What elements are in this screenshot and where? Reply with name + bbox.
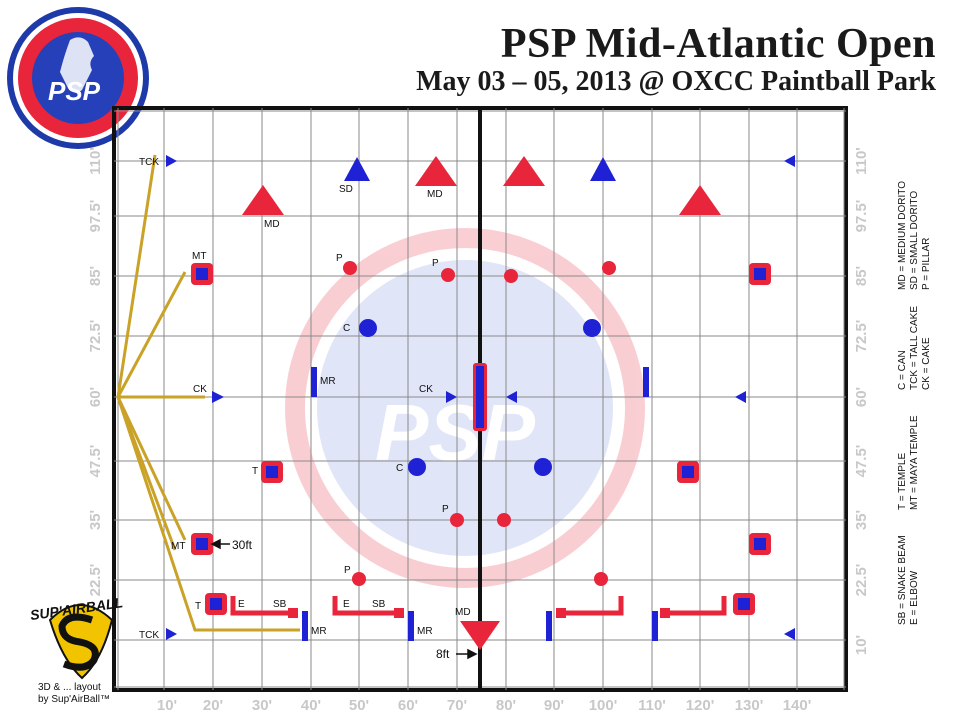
center-cake-bunker [473, 363, 487, 431]
legend-md: MD = MEDIUM DORITO [897, 181, 908, 290]
y-axis-label: 22.5' [87, 564, 104, 597]
medium-dorito-bunkers [242, 156, 721, 650]
y-axis-left-labels: 10'22.5'35'47.5'60'72.5'85'97.5'110' [87, 147, 104, 655]
label-md-left: MD [264, 219, 280, 230]
y-axis-label: 72.5' [853, 320, 870, 353]
y-axis-label: 35' [853, 510, 870, 530]
x-axis-label: 130' [735, 697, 764, 714]
x-axis-label: 80' [496, 697, 516, 714]
legend-t: T = TEMPLE [897, 453, 908, 510]
label-8ft: 8ft [436, 647, 450, 661]
can-bunkers [359, 319, 601, 476]
snake-beam-bunkers [230, 596, 727, 616]
label-ck-left: CK [193, 384, 207, 395]
page-subtitle: May 03 – 05, 2013 @ OXCC Paintball Park [416, 66, 936, 97]
label-mt-top: MT [192, 251, 206, 262]
legend-c: C = CAN [897, 350, 908, 390]
psp-logo: PSP [7, 7, 149, 149]
x-axis-label: 110' [638, 697, 666, 714]
temple-bunkers [191, 263, 771, 615]
x-axis-labels: 10' 20' 30' 40' 50' 60' 70' 80' 90' 100' 110' 120' 1… [157, 697, 811, 714]
label-mr-left: MR [320, 376, 336, 387]
watermark-text: PSP [375, 388, 536, 477]
y-axis-label: 60' [853, 387, 870, 407]
y-axis-label: 85' [87, 266, 104, 286]
x-axis-label: 30' [252, 697, 272, 714]
y-axis-label: 72.5' [87, 320, 104, 353]
label-tck-bottom: TCK [139, 630, 159, 641]
brand-credit-2: by Sup'AirBall™ [38, 694, 110, 705]
label-p-left: P [336, 253, 343, 264]
label-ck-center: CK [419, 384, 433, 395]
supairball-logo: SUP'AIRBALL 3D & ... layout by Sup'AirBa… [29, 594, 124, 705]
y-axis-label: 85' [853, 266, 870, 286]
label-p-lower-center: P [442, 504, 449, 515]
y-axis-label: 47.5' [87, 445, 104, 478]
legend-sb: SB = SNAKE BEAM [897, 535, 908, 625]
x-axis-label: 40' [301, 697, 321, 714]
label-c-upper: C [343, 323, 350, 334]
label-e-left: E [238, 599, 245, 610]
y-axis-right-labels: 10' 22.5' 35' 47.5' 60' 72.5' 85' 97.5' 110' [853, 147, 870, 655]
legend-ck: CK = CAKE [921, 337, 932, 390]
label-c-lower: C [396, 463, 403, 474]
pillar-bunkers [343, 261, 616, 586]
label-t-mid: T [252, 466, 258, 477]
x-axis-label: 100' [589, 697, 618, 714]
x-axis-label: 20' [203, 697, 223, 714]
page-title: PSP Mid-Atlantic Open [500, 21, 936, 67]
label-sb-left: SB [273, 599, 287, 610]
legend-sd: SD = SMALL DORITO [909, 191, 920, 290]
small-dorito-bunkers [344, 157, 616, 181]
snake-beam-end-caps [288, 608, 670, 618]
label-e-right: E [343, 599, 350, 610]
legend: MD = MEDIUM DORITO SD = SMALL DORITO P =… [897, 181, 932, 625]
label-sd: SD [339, 184, 353, 195]
label-p-lower-left: P [344, 565, 351, 576]
y-axis-label: 110' [87, 147, 104, 175]
y-axis-label: 10' [853, 635, 870, 655]
x-axis-label: 90' [544, 697, 564, 714]
y-axis-label: 47.5' [853, 445, 870, 478]
label-mr-bottom-center: MR [417, 626, 433, 637]
label-t-bottom: T [195, 601, 201, 612]
x-axis-label: 10' [157, 697, 177, 714]
psp-watermark: PSP [285, 228, 645, 588]
y-axis-label: 97.5' [87, 200, 104, 233]
x-axis-label: 60' [398, 697, 418, 714]
bunker-labels: TCK SD MD MD MT P P C MR CK CK T C MT 30… [139, 157, 471, 661]
gold-sight-lines [116, 154, 300, 632]
label-mt-bottom: MT [171, 541, 185, 552]
mr-bunkers [302, 367, 658, 641]
label-mr-bottom-left: MR [311, 626, 327, 637]
legend-p: P = PILLAR [921, 238, 932, 290]
dimension-arrows [210, 538, 478, 660]
brand-credit-1: 3D & ... layout [38, 682, 101, 693]
label-md-top-center: MD [427, 189, 443, 200]
logo-text: PSP [48, 76, 101, 106]
y-axis-label: 60' [87, 387, 104, 407]
label-p-center: P [432, 258, 439, 269]
legend-tck: TCK = TALL CAKE [909, 306, 920, 390]
legend-e: E = ELBOW [909, 570, 920, 625]
x-axis-label: 70' [447, 697, 467, 714]
x-axis-label: 140' [783, 697, 812, 714]
label-sb-right: SB [372, 599, 386, 610]
y-axis-label: 97.5' [853, 200, 870, 233]
y-axis-label: 22.5' [853, 564, 870, 597]
label-md-bottom: MD [455, 607, 471, 618]
y-axis-label: 110' [853, 147, 870, 175]
label-30ft: 30ft [232, 538, 253, 552]
x-axis-label: 50' [349, 697, 369, 714]
legend-mt: MT = MAYA TEMPLE [909, 415, 920, 510]
x-axis-label: 120' [686, 697, 715, 714]
label-tck-top: TCK [139, 157, 159, 168]
y-axis-label: 35' [87, 510, 104, 530]
cake-flag-bunkers [166, 155, 795, 640]
